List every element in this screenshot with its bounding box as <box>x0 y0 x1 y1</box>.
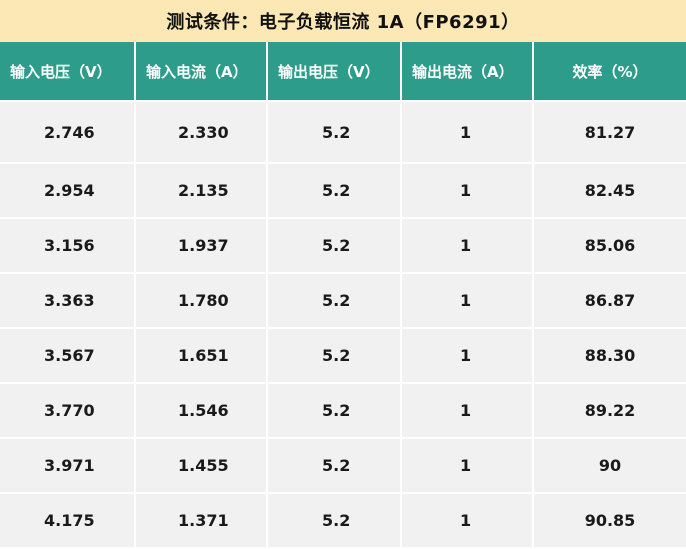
table-row: 3.156 1.937 5.2 1 85.06 <box>0 219 686 274</box>
cell-output-voltage: 5.2 <box>268 274 402 329</box>
cell-efficiency: 81.27 <box>534 102 686 164</box>
table-row: 4.175 1.371 5.2 1 90.85 <box>0 494 686 549</box>
header-input-voltage: 输入电压（V） <box>0 42 136 102</box>
cell-output-current: 1 <box>402 274 534 329</box>
cell-output-voltage: 5.2 <box>268 439 402 494</box>
cell-input-current: 1.651 <box>136 329 268 384</box>
cell-output-current: 1 <box>402 329 534 384</box>
cell-input-current: 2.135 <box>136 164 268 219</box>
header-efficiency: 效率（%） <box>534 42 686 102</box>
cell-input-voltage: 3.770 <box>0 384 136 439</box>
header-output-current: 输出电流（A） <box>402 42 534 102</box>
cell-input-current: 1.546 <box>136 384 268 439</box>
table-row: 3.567 1.651 5.2 1 88.30 <box>0 329 686 384</box>
header-input-current: 输入电流（A） <box>136 42 268 102</box>
cell-efficiency: 90.85 <box>534 494 686 549</box>
cell-output-current: 1 <box>402 384 534 439</box>
table-title: 测试条件：电子负载恒流 1A（FP6291） <box>0 0 686 42</box>
cell-efficiency: 90 <box>534 439 686 494</box>
cell-input-voltage: 2.746 <box>0 102 136 164</box>
cell-input-voltage: 4.175 <box>0 494 136 549</box>
cell-efficiency: 86.87 <box>534 274 686 329</box>
table-row: 2.746 2.330 5.2 1 81.27 <box>0 102 686 164</box>
cell-efficiency: 88.30 <box>534 329 686 384</box>
cell-output-voltage: 5.2 <box>268 164 402 219</box>
cell-input-current: 1.937 <box>136 219 268 274</box>
cell-output-voltage: 5.2 <box>268 219 402 274</box>
cell-input-current: 1.371 <box>136 494 268 549</box>
cell-efficiency: 85.06 <box>534 219 686 274</box>
cell-input-current: 1.455 <box>136 439 268 494</box>
cell-input-voltage: 3.363 <box>0 274 136 329</box>
cell-output-voltage: 5.2 <box>268 329 402 384</box>
header-output-voltage: 输出电压（V） <box>268 42 402 102</box>
cell-efficiency: 89.22 <box>534 384 686 439</box>
cell-output-current: 1 <box>402 102 534 164</box>
table-row: 2.954 2.135 5.2 1 82.45 <box>0 164 686 219</box>
table-row: 3.363 1.780 5.2 1 86.87 <box>0 274 686 329</box>
cell-output-current: 1 <box>402 494 534 549</box>
cell-output-current: 1 <box>402 219 534 274</box>
cell-input-voltage: 3.567 <box>0 329 136 384</box>
cell-input-current: 2.330 <box>136 102 268 164</box>
cell-output-current: 1 <box>402 439 534 494</box>
cell-input-voltage: 3.156 <box>0 219 136 274</box>
cell-input-current: 1.780 <box>136 274 268 329</box>
cell-output-voltage: 5.2 <box>268 102 402 164</box>
cell-output-voltage: 5.2 <box>268 384 402 439</box>
cell-output-voltage: 5.2 <box>268 494 402 549</box>
cell-input-voltage: 2.954 <box>0 164 136 219</box>
cell-efficiency: 82.45 <box>534 164 686 219</box>
cell-input-voltage: 3.971 <box>0 439 136 494</box>
header-row: 输入电压（V） 输入电流（A） 输出电压（V） 输出电流（A） 效率（%） <box>0 42 686 102</box>
efficiency-table: 输入电压（V） 输入电流（A） 输出电压（V） 输出电流（A） 效率（%） 2.… <box>0 42 686 549</box>
cell-output-current: 1 <box>402 164 534 219</box>
table-row: 3.971 1.455 5.2 1 90 <box>0 439 686 494</box>
table-row: 3.770 1.546 5.2 1 89.22 <box>0 384 686 439</box>
